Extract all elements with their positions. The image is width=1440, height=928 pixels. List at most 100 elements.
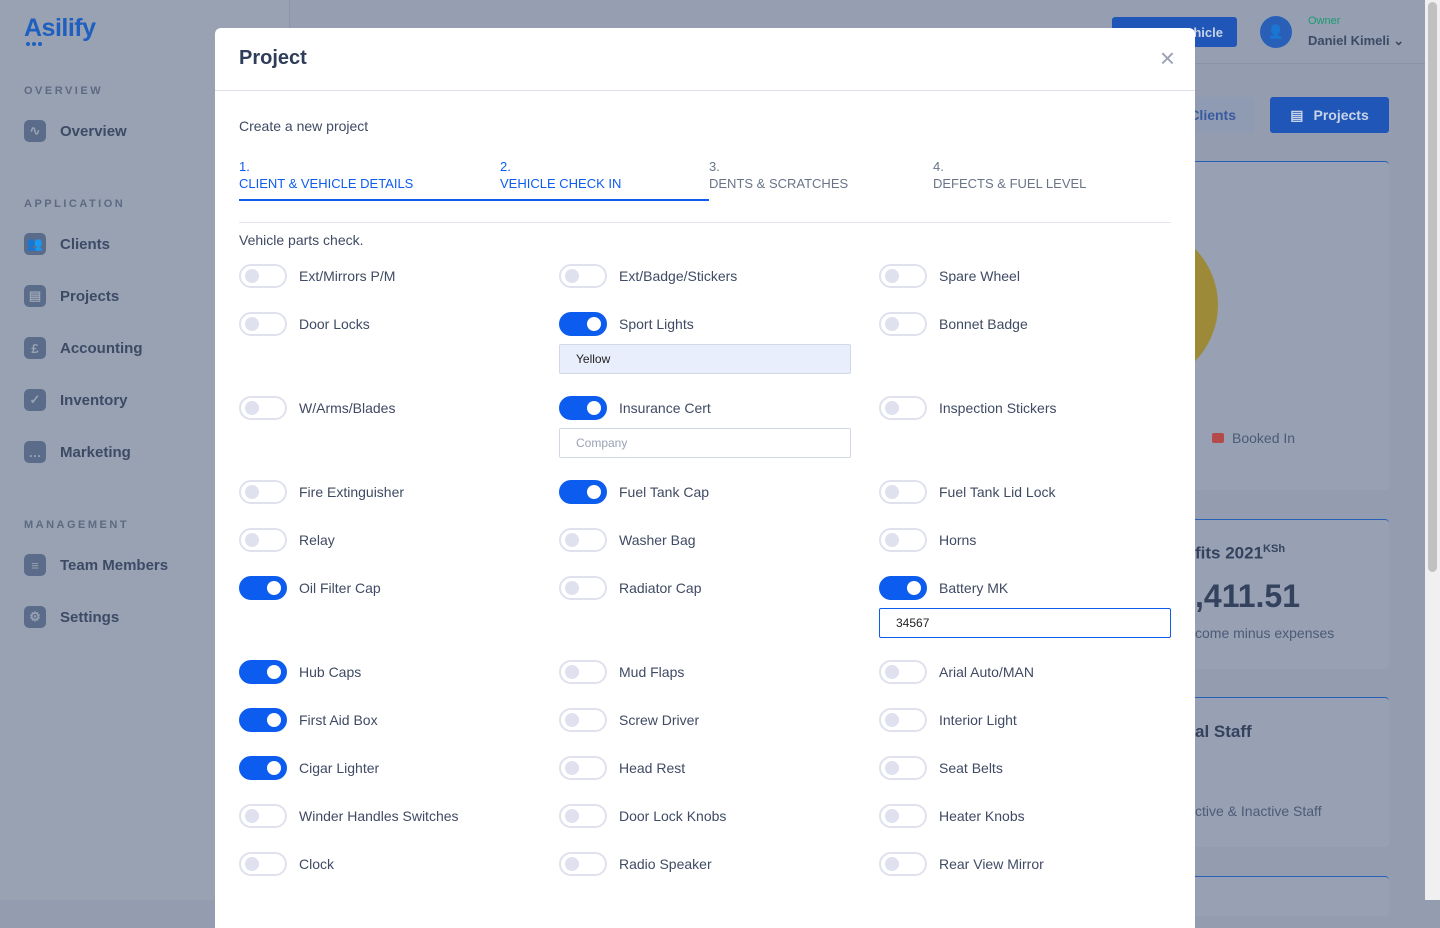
part-label: Radio Speaker xyxy=(619,856,712,872)
toggle-switch[interactable] xyxy=(559,804,607,828)
toggle-switch[interactable] xyxy=(239,852,287,876)
toggle-switch[interactable] xyxy=(239,480,287,504)
team-icon: ≡ xyxy=(24,554,46,576)
part-label: Horns xyxy=(939,532,977,548)
user-name: Daniel Kimeli xyxy=(1308,33,1390,48)
sidebar-item-marketing[interactable]: … Marketing xyxy=(24,441,131,463)
toggle-switch[interactable] xyxy=(879,660,927,684)
part-label: Fuel Tank Lid Lock xyxy=(939,484,1056,500)
part-check-item: Cigar Lighter xyxy=(239,754,379,782)
part-label: Bonnet Badge xyxy=(939,316,1028,332)
toggle-switch[interactable] xyxy=(239,576,287,600)
toggle-switch[interactable] xyxy=(239,312,287,336)
part-check-item: Seat Belts xyxy=(879,754,1003,782)
toggle-switch[interactable] xyxy=(879,312,927,336)
modal-title: Project xyxy=(239,47,307,69)
sidebar-item-label: Team Members xyxy=(60,556,169,574)
part-label: Relay xyxy=(299,532,335,548)
sidebar-item-team-members[interactable]: ≡ Team Members xyxy=(24,554,168,576)
part-label: Heater Knobs xyxy=(939,808,1025,824)
part-label: Hub Caps xyxy=(299,664,362,680)
step-1[interactable]: 1. CLIENT & VEHICLE DETAILS xyxy=(239,158,413,192)
close-icon[interactable]: × xyxy=(1159,43,1175,73)
logo[interactable]: Asilify xyxy=(24,14,96,42)
toggle-switch[interactable] xyxy=(559,708,607,732)
part-check-item: Radio Speaker xyxy=(559,850,712,878)
part-label: Seat Belts xyxy=(939,760,1003,776)
step-3[interactable]: 3. DENTS & SCRATCHES xyxy=(709,158,848,192)
sidebar-item-clients[interactable]: 👥 Clients xyxy=(24,233,110,255)
step-number: 2. xyxy=(500,159,511,174)
toggle-switch[interactable] xyxy=(239,708,287,732)
toggle-switch[interactable] xyxy=(879,708,927,732)
toggle-switch[interactable] xyxy=(879,264,927,288)
toggle-switch[interactable] xyxy=(239,264,287,288)
sidebar-item-label: Inventory xyxy=(60,391,128,409)
toggle-switch[interactable] xyxy=(559,660,607,684)
toggle-switch[interactable] xyxy=(239,396,287,420)
toggle-switch[interactable] xyxy=(559,312,607,336)
toggle-switch[interactable] xyxy=(559,528,607,552)
step-2[interactable]: 2. VEHICLE CHECK IN xyxy=(500,158,621,192)
toggle-switch[interactable] xyxy=(239,804,287,828)
sidebar-section-title: OVERVIEW xyxy=(24,85,104,97)
part-check-item: Door Lock Knobs xyxy=(559,802,726,830)
part-check-item: Spare Wheel xyxy=(879,262,1020,290)
toggle-switch[interactable] xyxy=(239,660,287,684)
toggle-switch[interactable] xyxy=(879,396,927,420)
step-number: 3. xyxy=(709,159,720,174)
part-detail-input[interactable] xyxy=(559,428,851,458)
part-check-item: Relay xyxy=(239,526,335,554)
part-detail-input[interactable] xyxy=(879,608,1171,638)
chevron-down-icon: ⌄ xyxy=(1393,33,1405,48)
toggle-switch[interactable] xyxy=(879,852,927,876)
scrollbar[interactable] xyxy=(1425,0,1440,900)
pound-icon: £ xyxy=(24,337,46,359)
toggle-switch[interactable] xyxy=(879,480,927,504)
project-modal: Project × Create a new project 1. CLIENT … xyxy=(215,28,1195,928)
part-check-item: Heater Knobs xyxy=(879,802,1025,830)
part-label: W/Arms/Blades xyxy=(299,400,396,416)
toggle-switch[interactable] xyxy=(559,756,607,780)
part-label: Winder Handles Switches xyxy=(299,808,459,824)
step-label: CLIENT & VEHICLE DETAILS xyxy=(239,176,414,191)
part-label: Cigar Lighter xyxy=(299,760,380,776)
toggle-switch[interactable] xyxy=(559,852,607,876)
staff-title: al Staff xyxy=(1195,722,1252,741)
toggle-switch[interactable] xyxy=(239,528,287,552)
part-check-item: Battery MK xyxy=(879,574,1008,602)
part-check-item: First Aid Box xyxy=(239,706,378,734)
clipboard-check-icon: ✓ xyxy=(24,389,46,411)
projects-button[interactable]: ▤ Projects xyxy=(1270,97,1389,133)
toggle-switch[interactable] xyxy=(879,576,927,600)
sidebar-item-projects[interactable]: ▤ Projects xyxy=(24,285,119,307)
user-menu[interactable]: Daniel Kimeli ⌄ xyxy=(1308,33,1404,49)
sidebar-item-overview[interactable]: ∿ Overview xyxy=(24,120,127,142)
profits-title: fits 2021KSh xyxy=(1195,543,1286,563)
part-check-item: W/Arms/Blades xyxy=(239,394,395,422)
toggle-switch[interactable] xyxy=(879,756,927,780)
step-4[interactable]: 4. DEFECTS & FUEL LEVEL xyxy=(933,158,1086,192)
sidebar-item-inventory[interactable]: ✓ Inventory xyxy=(24,389,128,411)
clipboard-icon: ▤ xyxy=(1290,106,1304,123)
part-detail-input[interactable] xyxy=(559,344,851,374)
part-label: Insurance Cert xyxy=(619,400,711,416)
sidebar-item-label: Clients xyxy=(60,235,111,253)
toggle-switch[interactable] xyxy=(559,480,607,504)
sidebar-item-accounting[interactable]: £ Accounting xyxy=(24,337,143,359)
part-check-item: Insurance Cert xyxy=(559,394,711,422)
sidebar-item-settings[interactable]: ⚙ Settings xyxy=(24,606,119,628)
part-label: Oil Filter Cap xyxy=(299,580,381,596)
toggle-switch[interactable] xyxy=(559,264,607,288)
toggle-switch[interactable] xyxy=(879,528,927,552)
part-label: Radiator Cap xyxy=(619,580,702,596)
part-label: Door Locks xyxy=(299,316,370,332)
toggle-switch[interactable] xyxy=(559,396,607,420)
activity-icon: ∿ xyxy=(24,120,46,142)
scrollbar-thumb[interactable] xyxy=(1428,2,1437,572)
avatar[interactable]: 👤 xyxy=(1260,16,1292,48)
profits-value: ,411.51 xyxy=(1195,578,1300,614)
toggle-switch[interactable] xyxy=(559,576,607,600)
toggle-switch[interactable] xyxy=(879,804,927,828)
toggle-switch[interactable] xyxy=(239,756,287,780)
